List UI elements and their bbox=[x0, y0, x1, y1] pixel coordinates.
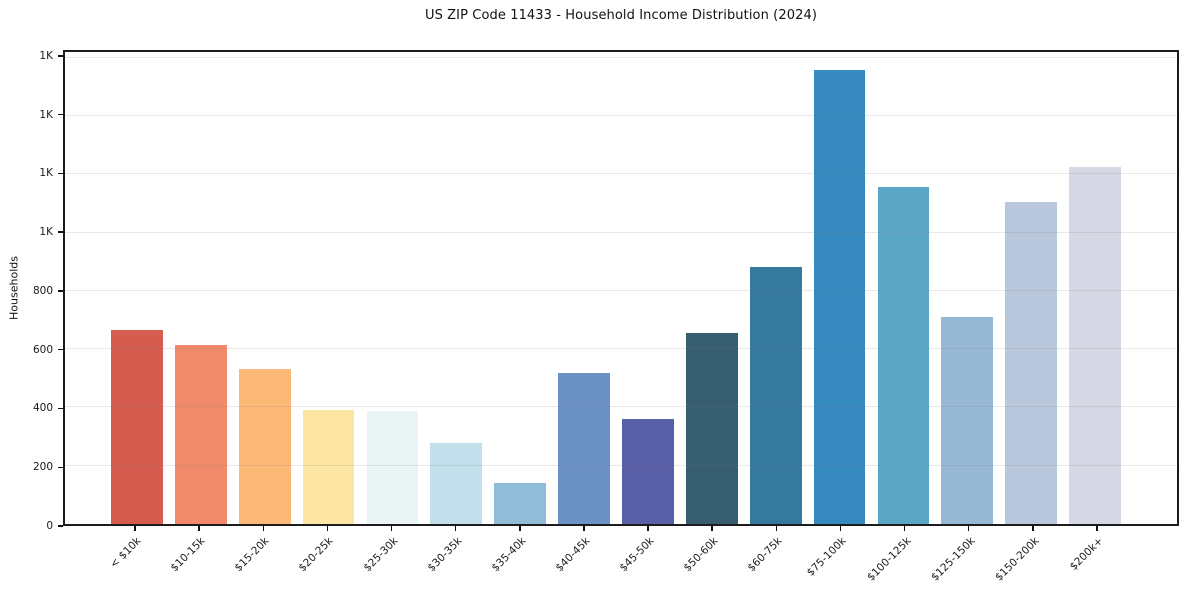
bar-slot bbox=[361, 52, 425, 524]
y-tick-label: 800 bbox=[32, 284, 53, 297]
y-tick-label: 1K bbox=[39, 167, 53, 180]
y-tick-label: 600 bbox=[32, 343, 53, 356]
bar-$200k+ bbox=[1069, 166, 1121, 524]
bar-slot bbox=[424, 52, 488, 524]
x-tick-mark bbox=[519, 526, 521, 531]
bar-slot bbox=[1063, 52, 1127, 524]
bar-slot bbox=[680, 52, 744, 524]
bar-$40-45k bbox=[558, 372, 610, 524]
x-tick-mark bbox=[454, 526, 457, 531]
y-tick-label: 1K bbox=[39, 226, 53, 239]
x-tick-mark bbox=[1096, 526, 1098, 531]
bar-slot bbox=[105, 52, 169, 524]
y-tick-label: 1K bbox=[39, 108, 53, 121]
x-tick-mark bbox=[1032, 526, 1034, 531]
y-tick-mark bbox=[58, 349, 63, 351]
x-tick-mark bbox=[647, 526, 649, 531]
y-tick-mark bbox=[58, 290, 63, 292]
bar-slot bbox=[872, 52, 936, 524]
bar-$35-40k bbox=[494, 482, 547, 524]
x-tick-mark bbox=[775, 526, 777, 531]
bar-$150-200k bbox=[1005, 202, 1058, 524]
y-tick-mark bbox=[58, 172, 63, 175]
bar-slot bbox=[935, 52, 999, 524]
bar-$10-15k bbox=[174, 345, 227, 524]
y-tick-mark bbox=[58, 525, 63, 527]
bar-slot bbox=[233, 52, 297, 524]
y-tick-label: 0 bbox=[46, 520, 53, 532]
y-tick-label: 1K bbox=[39, 49, 53, 62]
bar-slot bbox=[808, 52, 872, 524]
bar-slot bbox=[488, 52, 552, 524]
x-axis: < $10k $10-15k $15-20k $20-25k $25-30k $30-35… bbox=[63, 526, 1179, 590]
x-tick-mark bbox=[967, 526, 970, 531]
x-tick-mark bbox=[711, 526, 713, 531]
bar-< $10k bbox=[111, 329, 163, 524]
y-tick-mark bbox=[58, 55, 63, 57]
chart-title: US ZIP Code 11433 - Household Income Dis… bbox=[424, 8, 818, 23]
x-tick-mark bbox=[134, 526, 136, 531]
x-tick-mark bbox=[583, 526, 585, 531]
bar-$45-50k bbox=[622, 419, 674, 524]
bar-slot bbox=[744, 52, 808, 524]
x-tick-mark bbox=[326, 526, 329, 531]
bar-slot bbox=[552, 52, 616, 524]
bar-$15-20k bbox=[238, 369, 291, 524]
x-tick-mark bbox=[839, 526, 842, 531]
y-tick-mark bbox=[58, 466, 63, 468]
bar-slot bbox=[616, 52, 680, 524]
plot-area bbox=[63, 50, 1179, 526]
bar-slot bbox=[999, 52, 1063, 524]
x-tick-label: < $10k bbox=[108, 535, 144, 571]
bar-$50-60k bbox=[685, 332, 738, 524]
y-tick-mark bbox=[58, 231, 63, 233]
bar-slot bbox=[169, 52, 233, 524]
x-tick-mark bbox=[390, 526, 393, 531]
y-tick-label: 200 bbox=[32, 461, 53, 474]
bar-$25-30k bbox=[366, 410, 419, 524]
y-tick-mark bbox=[58, 113, 63, 116]
bar-$125-150k bbox=[941, 316, 994, 524]
bar-group bbox=[65, 52, 1177, 524]
y-axis: 0 200 400 600 800 1K 1K 1K 1K bbox=[0, 49, 63, 532]
x-tick-mark bbox=[262, 526, 264, 531]
y-tick-mark bbox=[58, 407, 63, 410]
bar-$20-25k bbox=[302, 409, 355, 524]
x-tick-mark bbox=[903, 526, 906, 531]
bar-$30-35k bbox=[430, 443, 483, 524]
bar-$75-100k bbox=[813, 70, 866, 524]
bar-$100-125k bbox=[877, 187, 930, 524]
x-tick-mark bbox=[198, 526, 200, 531]
y-tick-label: 400 bbox=[32, 402, 53, 415]
bar-$60-75k bbox=[749, 266, 802, 524]
bar-slot bbox=[297, 52, 361, 524]
